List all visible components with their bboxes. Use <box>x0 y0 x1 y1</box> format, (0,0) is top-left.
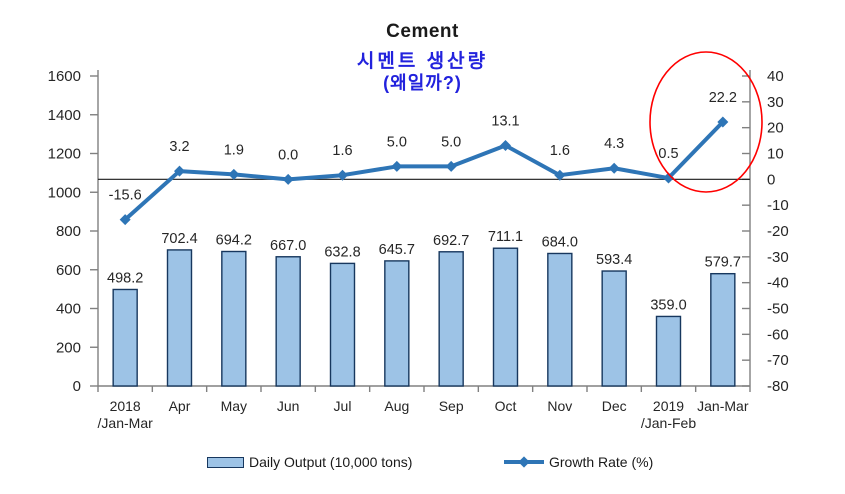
line-point-marker <box>500 139 511 151</box>
bar-value-label: 498.2 <box>107 270 143 286</box>
right-axis-tick-label: -70 <box>767 352 789 369</box>
bar-value-label: 694.2 <box>216 232 252 248</box>
legend-item-growth-rate: Growth Rate (%) <box>504 454 653 470</box>
line-value-label: 13.1 <box>491 113 519 129</box>
daily-output-bar <box>112 288 138 387</box>
x-category-label: Jul <box>334 398 352 414</box>
line-series-label: Growth Rate (%) <box>549 454 654 470</box>
bar-value-label: 711.1 <box>488 229 523 245</box>
bar-value-label: 593.4 <box>596 252 632 268</box>
left-axis-tick-label: 1400 <box>48 107 81 124</box>
line-point-marker <box>445 160 457 172</box>
left-axis-tick-label: 200 <box>56 339 81 356</box>
line-point-marker <box>228 168 240 180</box>
line-point-marker <box>282 173 294 185</box>
right-axis-tick-label: 0 <box>767 171 775 188</box>
left-axis-tick-label: 800 <box>56 223 81 240</box>
line-value-label: 1.9 <box>224 142 244 158</box>
right-axis-tick-label: -10 <box>767 197 789 214</box>
daily-output-bar <box>655 315 682 387</box>
daily-output-bar <box>384 260 410 387</box>
x-category-label: Jan-Mar <box>697 398 749 414</box>
line-value-label: -15.6 <box>109 188 142 204</box>
daily-output-bar <box>221 250 247 387</box>
line-point-marker <box>554 169 566 181</box>
line-series-swatch <box>504 455 544 468</box>
line-point-marker <box>391 160 403 172</box>
bar-value-label: 702.4 <box>161 231 197 247</box>
right-axis-tick-label: -20 <box>767 223 789 240</box>
left-axis-tick-label: 1200 <box>48 146 81 163</box>
right-axis-tick-label: 30 <box>767 94 784 111</box>
left-axis-tick-label: 1600 <box>48 68 81 85</box>
line-value-label: 1.6 <box>332 143 352 159</box>
line-point-marker <box>174 165 185 177</box>
right-axis-tick-label: -80 <box>767 378 789 395</box>
x-category-label: Jun <box>277 398 300 414</box>
right-axis-tick-label: 10 <box>767 146 784 163</box>
left-axis-tick-label: 400 <box>56 301 81 318</box>
chart-subtitle-question: (왜일까?) <box>383 73 462 93</box>
daily-output-bar <box>547 252 573 387</box>
x-category-label: 2019 <box>653 398 684 414</box>
line-value-label: 5.0 <box>441 134 461 150</box>
daily-output-bar <box>492 247 519 387</box>
line-value-label: 22.2 <box>709 90 737 106</box>
line-point-marker <box>608 162 620 174</box>
x-category-label: Apr <box>169 398 191 414</box>
line-point-marker <box>119 214 131 226</box>
daily-output-bar <box>438 251 464 387</box>
x-category-label: May <box>221 398 247 414</box>
line-value-label: 1.6 <box>550 143 570 159</box>
x-category-label: Dec <box>602 398 627 414</box>
bar-value-label: 667.0 <box>270 238 306 254</box>
x-category-label: /Jan-Mar <box>98 415 154 431</box>
growth-rate-line <box>123 119 725 222</box>
line-value-label: 0.0 <box>278 147 298 163</box>
x-category-label: Aug <box>384 398 409 414</box>
bar-value-label: 579.7 <box>705 255 741 271</box>
right-axis-tick-label: -50 <box>767 301 789 318</box>
line-value-label: 5.0 <box>387 134 407 150</box>
daily-output-bar <box>275 256 301 387</box>
bar-series-label: Daily Output (10,000 tons) <box>249 454 413 470</box>
x-category-label: Sep <box>439 398 464 414</box>
line-value-label: 0.5 <box>658 146 678 162</box>
line-point-marker <box>337 169 348 181</box>
daily-output-bar <box>329 262 356 387</box>
right-axis-tick-label: -30 <box>767 249 789 266</box>
daily-output-bar <box>166 249 193 387</box>
left-axis-tick-label: 1000 <box>48 184 81 201</box>
bar-value-label: 692.7 <box>433 233 469 249</box>
bar-value-label: 645.7 <box>379 242 415 258</box>
highlight-ellipse <box>649 51 763 193</box>
left-axis-tick-label: 0 <box>73 378 81 395</box>
bar-series-swatch <box>207 456 244 468</box>
right-axis-tick-label: 40 <box>767 68 784 85</box>
right-axis-tick-label: -40 <box>767 275 789 292</box>
chart-title: Cement <box>386 21 459 42</box>
left-axis-tick-label: 600 <box>56 262 81 279</box>
bar-value-label: 632.8 <box>324 244 360 260</box>
line-point-marker <box>663 172 674 184</box>
chart-subtitle-korean: 시멘트 생산량 <box>356 51 489 72</box>
x-category-label: 2018 <box>110 398 141 414</box>
diamond-marker-icon <box>518 455 530 468</box>
line-value-label: 4.3 <box>604 136 624 152</box>
legend-item-daily-output: Daily Output (10,000 tons) <box>207 454 412 470</box>
x-category-label: Nov <box>547 398 572 414</box>
daily-output-bar <box>710 272 736 387</box>
line-point-marker <box>717 116 729 128</box>
bar-value-label: 359.0 <box>650 297 686 313</box>
right-axis-tick-label: 20 <box>767 120 784 137</box>
x-category-label: Oct <box>495 398 517 414</box>
bar-value-label: 684.0 <box>542 234 578 250</box>
right-axis-tick-label: -60 <box>767 326 789 343</box>
daily-output-bar <box>601 270 627 387</box>
line-value-label: 3.2 <box>169 139 189 155</box>
x-category-label: /Jan-Feb <box>641 415 696 431</box>
